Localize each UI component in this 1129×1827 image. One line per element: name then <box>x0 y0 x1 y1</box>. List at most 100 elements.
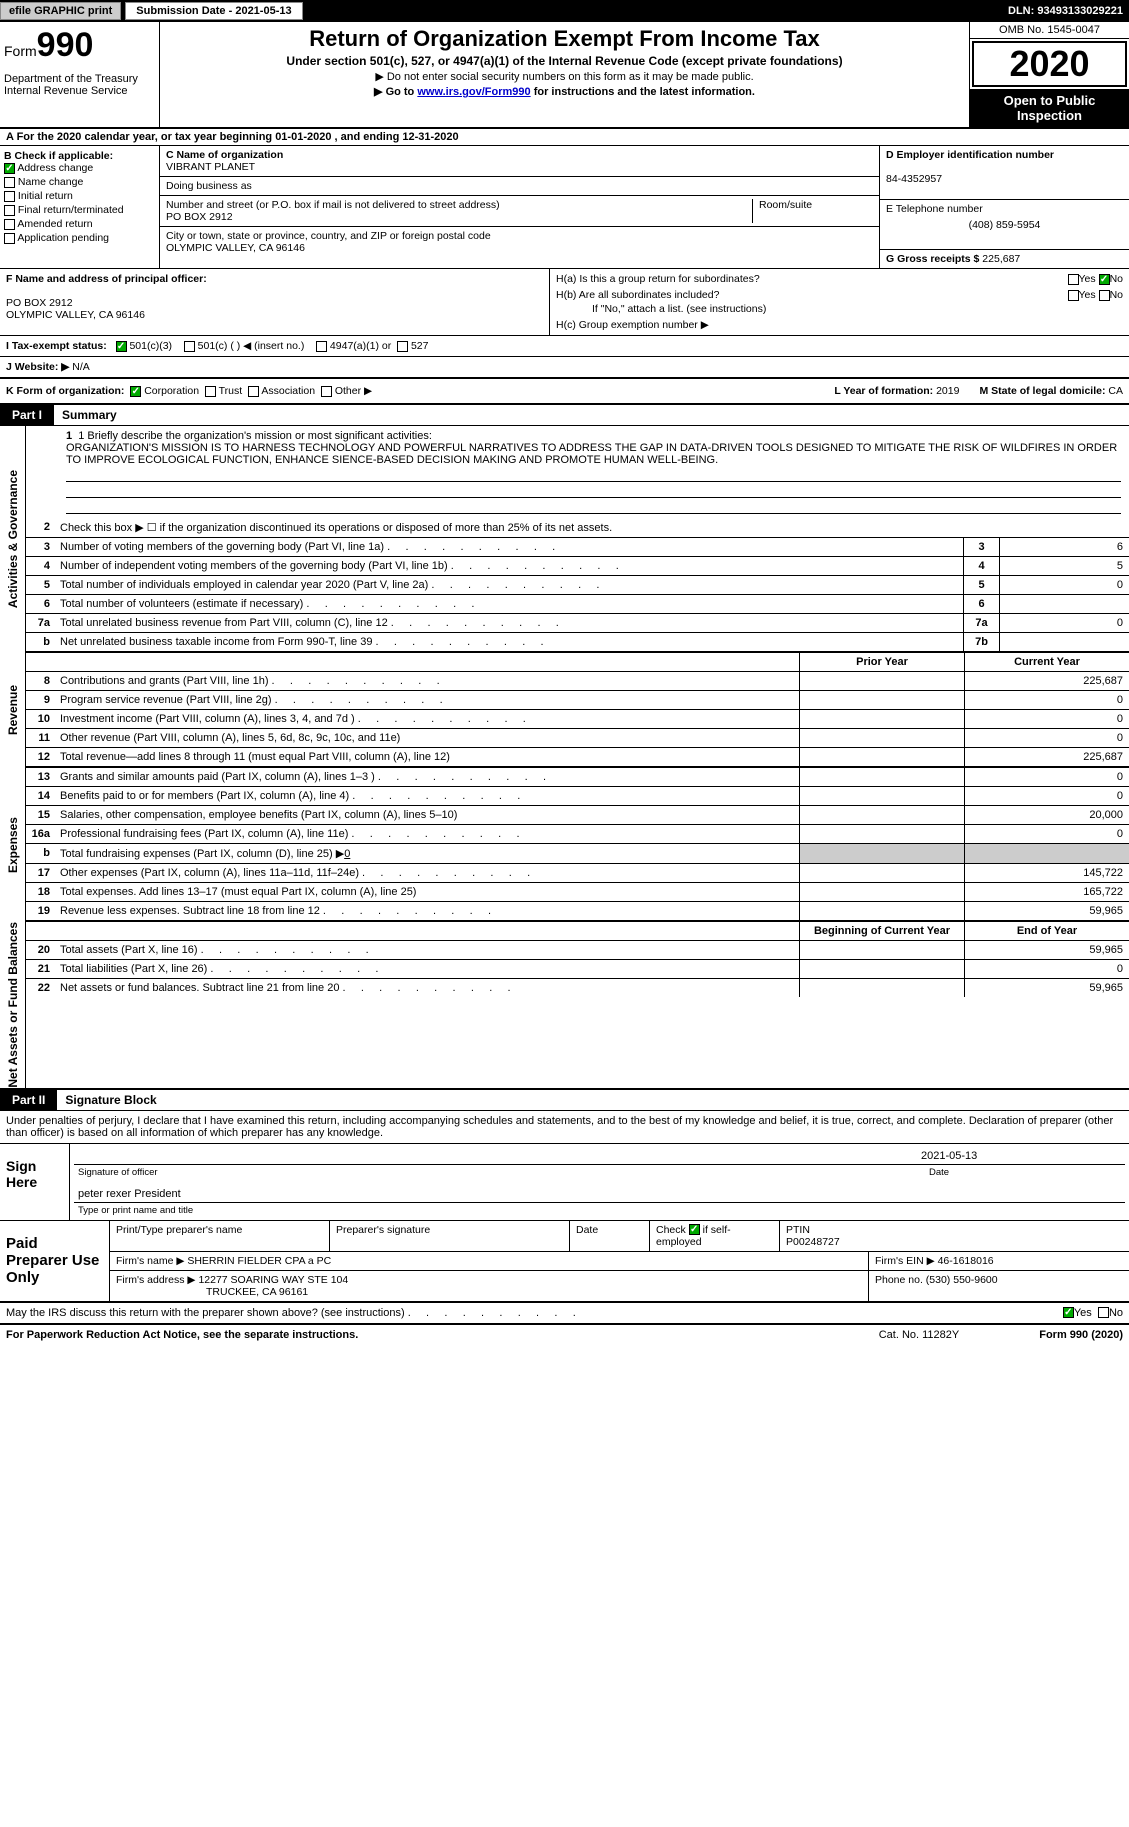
line11: Other revenue (Part VIII, column (A), li… <box>56 729 799 747</box>
form-number: 990 <box>37 26 94 64</box>
vlabel-gov: Activities & Governance <box>6 470 20 608</box>
line3: Number of voting members of the governin… <box>56 538 963 556</box>
section-k: K Form of organization: Corporation Trus… <box>0 379 1129 405</box>
e-label: E Telephone number <box>886 203 983 215</box>
footer: For Paperwork Reduction Act Notice, see … <box>0 1325 1129 1345</box>
line20: Total assets (Part X, line 16) <box>56 941 799 959</box>
sig-date: 2021-05-13 <box>921 1150 1121 1162</box>
dept-label: Department of the Treasury Internal Reve… <box>4 73 155 97</box>
sig-officer-label: Signature of officer <box>74 1167 925 1178</box>
firm-addr2: TRUCKEE, CA 96161 <box>116 1286 308 1298</box>
hb-no[interactable] <box>1099 290 1110 301</box>
val9: 0 <box>964 691 1129 709</box>
form-ref: Form 990 (2020) <box>1039 1329 1123 1341</box>
sig-intro: Under penalties of perjury, I declare th… <box>0 1111 1129 1144</box>
chk-corporation[interactable] <box>130 386 141 397</box>
hb-yes[interactable] <box>1068 290 1079 301</box>
paid-preparer-label: Paid Preparer Use Only <box>0 1221 110 1301</box>
dln: DLN: 93493133029221 <box>1008 5 1129 17</box>
ein: 84-4352957 <box>886 173 942 185</box>
line6: Total number of volunteers (estimate if … <box>56 595 963 613</box>
addr-label: Number and street (or P.O. box if mail i… <box>166 199 500 211</box>
b-label: B Check if applicable: <box>4 150 155 162</box>
chk-501c3[interactable] <box>116 341 127 352</box>
line2: Check this box ▶ ☐ if the organization d… <box>56 518 1129 537</box>
irs-link[interactable]: www.irs.gov/Form990 <box>417 86 530 98</box>
val12: 225,687 <box>964 748 1129 766</box>
cat-no: Cat. No. 11282Y <box>879 1329 960 1341</box>
hb-note: If "No," attach a list. (see instruction… <box>556 303 1123 315</box>
ha-yes[interactable] <box>1068 274 1079 285</box>
mission-label: 1 1 Briefly describe the organization's … <box>66 430 1121 442</box>
chk-other[interactable] <box>321 386 332 397</box>
g-label: G Gross receipts $ <box>886 253 982 265</box>
prep-h5: PTINP00248727 <box>780 1221 1129 1251</box>
net-assets-section: Net Assets or Fund Balances Beginning of… <box>0 922 1129 1090</box>
hc-label: H(c) Group exemption number ▶ <box>556 319 1123 331</box>
section-i: I Tax-exempt status: 501(c)(3) 501(c) ( … <box>0 336 1129 357</box>
chk-trust[interactable] <box>205 386 216 397</box>
chk-final-return[interactable] <box>4 205 15 216</box>
dba-label: Doing business as <box>166 180 252 192</box>
line4: Number of independent voting members of … <box>56 557 963 575</box>
discuss-no[interactable] <box>1098 1307 1109 1318</box>
efile-print-button[interactable]: efile GRAPHIC print <box>0 2 121 20</box>
city-value: OLYMPIC VALLEY, CA 96146 <box>166 242 305 254</box>
val14: 0 <box>964 787 1129 805</box>
d-label: D Employer identification number <box>886 149 1054 161</box>
val20: 59,965 <box>964 941 1129 959</box>
val21: 0 <box>964 960 1129 978</box>
chk-initial-return[interactable] <box>4 191 15 202</box>
line7a: Total unrelated business revenue from Pa… <box>56 614 963 632</box>
c-label: C Name of organization <box>166 149 283 161</box>
firm-name: SHERRIN FIELDER CPA a PC <box>187 1255 331 1267</box>
chk-amended[interactable] <box>4 219 15 230</box>
ha-no[interactable] <box>1099 274 1110 285</box>
val8: 225,687 <box>964 672 1129 690</box>
top-bar: efile GRAPHIC print Submission Date - 20… <box>0 0 1129 22</box>
line9: Program service revenue (Part VIII, line… <box>56 691 799 709</box>
chk-association[interactable] <box>248 386 259 397</box>
omb-number: OMB No. 1545-0047 <box>970 22 1129 39</box>
line12: Total revenue—add lines 8 through 11 (mu… <box>56 748 799 766</box>
open-public: Open to Public Inspection <box>970 89 1129 127</box>
val10: 0 <box>964 710 1129 728</box>
line16b: Total fundraising expenses (Part IX, col… <box>56 844 799 863</box>
chk-4947[interactable] <box>316 341 327 352</box>
discuss-yes[interactable] <box>1063 1307 1074 1318</box>
chk-app-pending[interactable] <box>4 233 15 244</box>
year-formation: 2019 <box>936 385 959 397</box>
val15: 20,000 <box>964 806 1129 824</box>
f-label: F Name and address of principal officer: <box>6 273 207 285</box>
form-title: Return of Organization Exempt From Incom… <box>164 26 965 52</box>
hdr-beg: Beginning of Current Year <box>799 922 964 940</box>
val16a: 0 <box>964 825 1129 843</box>
signature-block: Under penalties of perjury, I declare th… <box>0 1111 1129 1303</box>
val7a: 0 <box>999 614 1129 632</box>
tax-year: 2020 <box>972 41 1127 87</box>
firm-addr1: 12277 SOARING WAY STE 104 <box>198 1274 348 1286</box>
sign-here-label: Sign Here <box>0 1144 70 1220</box>
ha-label: H(a) Is this a group return for subordin… <box>556 273 760 285</box>
vlabel-na: Net Assets or Fund Balances <box>6 922 20 1088</box>
chk-527[interactable] <box>397 341 408 352</box>
form-header: Form990 Department of the Treasury Inter… <box>0 22 1129 129</box>
line19: Revenue less expenses. Subtract line 18 … <box>56 902 799 920</box>
val17: 145,722 <box>964 864 1129 882</box>
line17: Other expenses (Part IX, column (A), lin… <box>56 864 799 882</box>
activities-governance: Activities & Governance 1 1 Briefly desc… <box>0 426 1129 653</box>
room-label: Room/suite <box>753 199 873 223</box>
val22: 59,965 <box>964 979 1129 997</box>
org-name: VIBRANT PLANET <box>166 161 255 173</box>
section-j: J Website: ▶ N/A <box>0 357 1129 379</box>
chk-self-employed[interactable] <box>689 1224 700 1235</box>
vlabel-rev: Revenue <box>6 685 20 735</box>
val11: 0 <box>964 729 1129 747</box>
chk-501c[interactable] <box>184 341 195 352</box>
chk-name-change[interactable] <box>4 177 15 188</box>
firm-phone: (530) 550-9600 <box>926 1274 998 1286</box>
officer-addr1: PO BOX 2912 <box>6 297 73 309</box>
val7b <box>999 633 1129 651</box>
chk-address-change[interactable] <box>4 163 15 174</box>
val3: 6 <box>999 538 1129 556</box>
